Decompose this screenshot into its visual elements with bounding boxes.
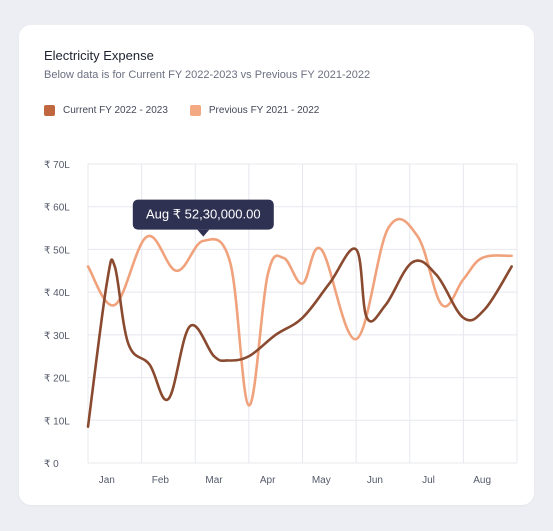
y-tick-label: ₹ 70L [44,160,70,171]
series-line-current [86,247,513,428]
x-tick-label: Jun [367,475,383,486]
legend-item-current[interactable]: Current FY 2022 - 2023 [44,105,168,116]
tooltip-label: Aug ₹ 52,30,000.00 [146,207,261,222]
y-tick-label: ₹ 50L [44,245,70,256]
x-tick-label: Feb [152,475,170,486]
legend-item-previous[interactable]: Previous FY 2021 - 2022 [189,105,320,116]
y-tick-label: ₹ 20L [44,374,70,385]
series-line-previous [86,217,513,407]
chart-title: Electricity Expense [44,48,154,63]
y-tick-label: ₹ 40L [44,288,70,299]
x-tick-label: May [312,475,331,486]
y-tick-label: ₹ 60L [44,203,70,214]
x-tick-label: Aug [473,475,491,486]
x-tick-label: Jan [99,475,115,486]
y-tick-label: ₹ 0 [44,459,59,470]
y-tick-label: ₹ 10L [44,416,70,427]
chart-subtitle: Below data is for Current FY 2022-2023 v… [44,69,371,81]
y-tick-label: ₹ 30L [44,331,70,342]
tooltip-pointer [197,229,210,237]
legend-swatch-previous [189,105,201,116]
chart-legend: Current FY 2022 - 2023 Previous FY 2021 … [44,105,341,116]
tooltip: Aug ₹ 52,30,000.00 [132,199,274,237]
x-tick-label: Jul [422,475,435,486]
x-tick-label: Mar [205,475,223,486]
tooltip-box [132,199,274,230]
chart-card: Electricity Expense Below data is for Cu… [19,25,534,505]
x-tick-label: Apr [260,475,276,486]
legend-label-current: Current FY 2022 - 2023 [63,105,168,116]
legend-swatch-current [44,105,55,116]
legend-label-previous: Previous FY 2021 - 2022 [208,105,320,116]
